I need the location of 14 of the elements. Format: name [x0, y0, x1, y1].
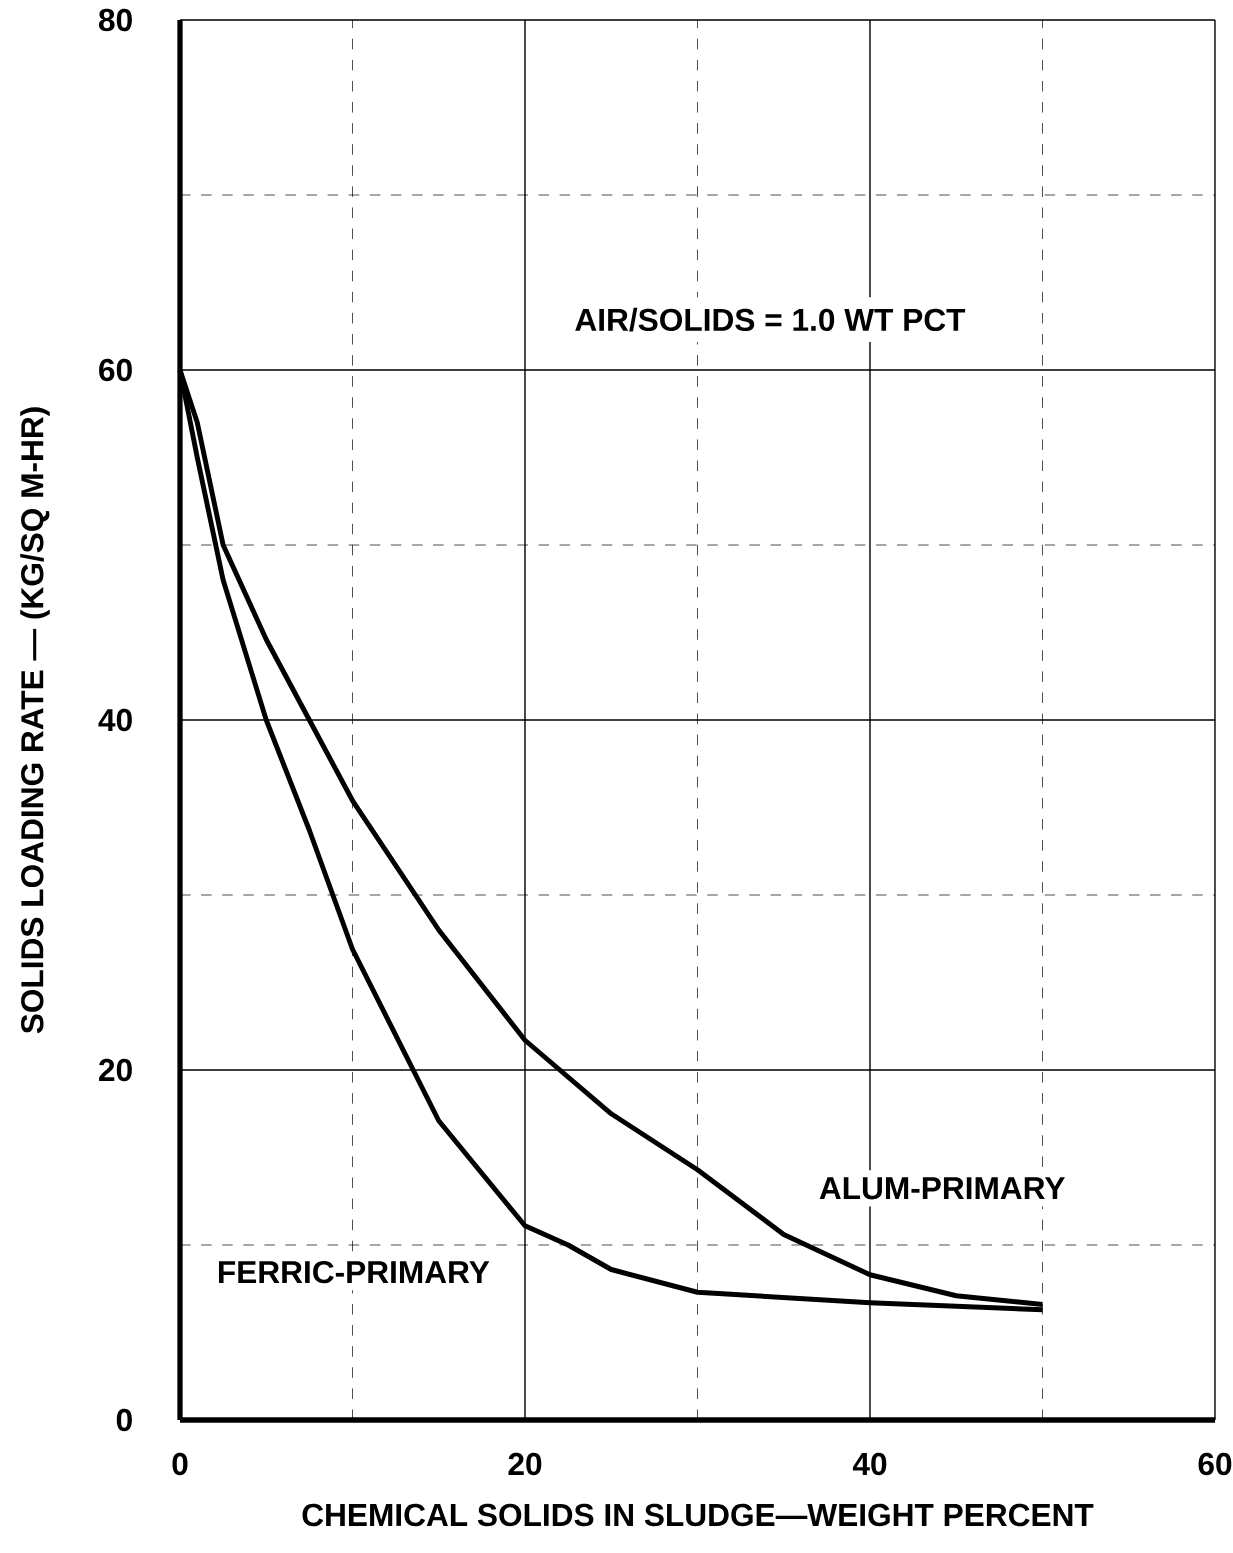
x-tick-label: 0	[172, 1452, 188, 1476]
annotation: AIR/SOLIDS = 1.0 WT PCT	[575, 307, 966, 332]
series-label: FERRIC-PRIMARY	[218, 1260, 490, 1284]
y-tick-label: 40	[98, 708, 132, 732]
x-tick-label: 20	[508, 1452, 542, 1476]
y-tick-label: 60	[99, 358, 132, 382]
y-tick-label: 0	[116, 1408, 132, 1432]
y-tick-label: 20	[99, 1058, 132, 1082]
y-axis-title: SOLIDS LOADING RATE — (KG/SQ M-HR)	[20, 407, 50, 1034]
x-axis-title: CHEMICAL SOLIDS IN SLUDGE—WEIGHT PERCENT	[302, 1503, 1094, 1527]
x-tick-label: 40	[852, 1452, 887, 1476]
y-tick-label: 80	[98, 8, 132, 32]
x-tick-label: 60	[1198, 1452, 1232, 1476]
series-label: ALUM-PRIMARY	[819, 1177, 1065, 1200]
